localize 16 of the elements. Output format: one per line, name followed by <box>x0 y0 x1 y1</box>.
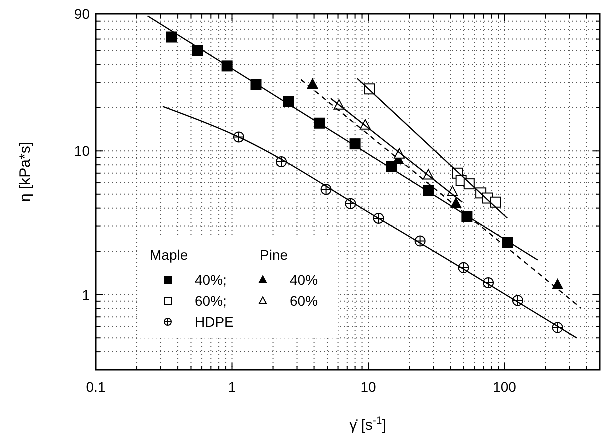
annotation: Pine <box>260 247 288 263</box>
x-tick-label: 10 <box>360 379 377 395</box>
x-axis-title: γ̇ [s$^{-1}$] <box>350 415 386 434</box>
annotation: Maple <box>150 247 188 263</box>
x-tick-label: 1 <box>228 379 236 395</box>
y-axis-title: η [kPa*s] <box>17 142 34 202</box>
legend-label: 60% <box>290 293 318 309</box>
y-tick-label: 1 <box>82 286 90 303</box>
legend-label: 40%; <box>195 272 227 288</box>
legend-label: HDPE <box>195 314 234 330</box>
y-tick-label: 10 <box>74 143 90 160</box>
y-tick-label: 90 <box>74 6 90 22</box>
x-tick-label: 0.1 <box>86 379 106 395</box>
x-tick-label: 100 <box>493 379 517 395</box>
legend-label: 40% <box>290 272 318 288</box>
legend-label: 60%; <box>195 293 227 309</box>
